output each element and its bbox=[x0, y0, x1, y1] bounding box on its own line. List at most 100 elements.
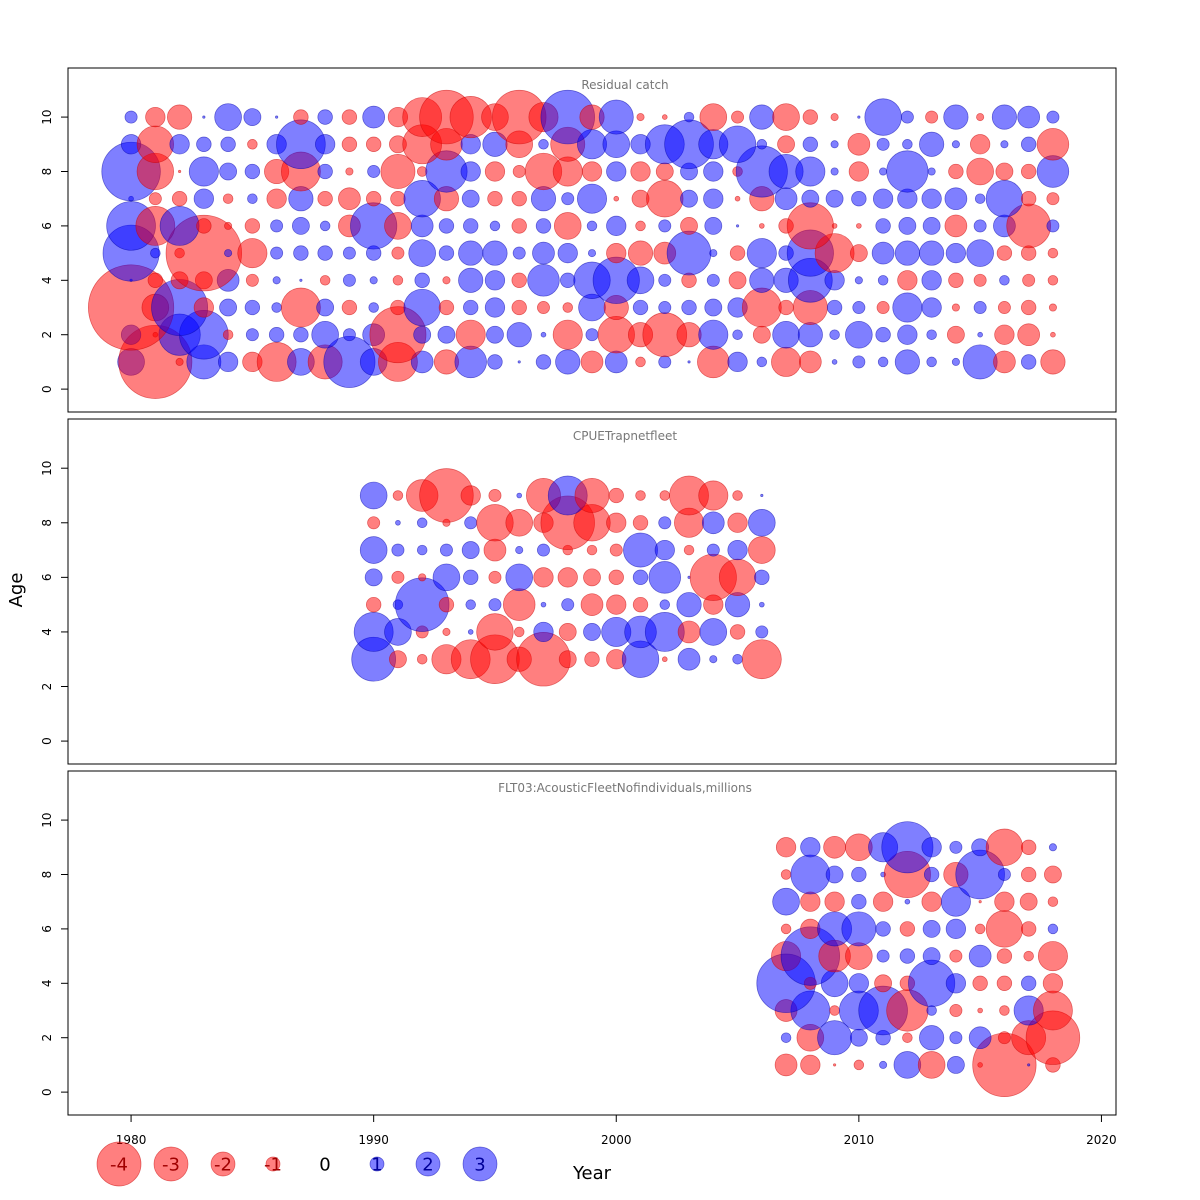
bubble-1993-age-7 bbox=[439, 543, 453, 557]
bubble-1989-age-10 bbox=[341, 109, 358, 125]
bubble-2006-age-9 bbox=[760, 493, 764, 498]
bubble-1989-age-2 bbox=[342, 328, 356, 342]
bubble-2016-age-6 bbox=[985, 910, 1024, 948]
bubble-1994-age-8 bbox=[464, 516, 478, 530]
bubble-2007-age-10 bbox=[772, 103, 800, 131]
bubble-2004-age-6 bbox=[704, 217, 723, 235]
bubble-1999-age-5 bbox=[580, 593, 604, 616]
bubble-2005-age-8 bbox=[727, 512, 748, 533]
bubble-2016-age-8 bbox=[997, 868, 1011, 881]
x-tick-label: 1990 bbox=[358, 1133, 389, 1147]
y-tick-label: 2 bbox=[40, 1034, 54, 1042]
bubble-2013-age-6 bbox=[922, 920, 941, 938]
bubble-1997-age-7 bbox=[537, 543, 550, 557]
bubble-2013-age-9 bbox=[919, 131, 945, 157]
bubble-2010-age-2 bbox=[849, 1028, 868, 1047]
bubble-2004-age-7 bbox=[706, 543, 720, 557]
bubble-2010-age-8 bbox=[851, 866, 867, 883]
bubble-1989-age-9 bbox=[341, 136, 358, 152]
bubble-1993-age-6 bbox=[438, 218, 455, 234]
bubble-1991-age-7 bbox=[391, 543, 405, 557]
bubble-1984-age-6 bbox=[224, 221, 233, 230]
bubble-1998-age-5 bbox=[557, 242, 578, 264]
y-tick-label: 2 bbox=[40, 331, 54, 339]
bubble-2007-age-2 bbox=[772, 320, 800, 349]
bubble-1998-age-2 bbox=[552, 319, 583, 350]
bubble-2017-age-8 bbox=[1020, 163, 1037, 180]
bubble-1994-age-6 bbox=[463, 569, 479, 586]
legend-entry: 3 bbox=[462, 1146, 498, 1182]
bubble-2004-age-2 bbox=[698, 319, 729, 350]
bubble-2015-age-3 bbox=[977, 1007, 983, 1014]
bubble-2018-age-1 bbox=[1040, 349, 1066, 375]
bubble-1998-age-4 bbox=[560, 272, 576, 288]
bubble-1990-age-10 bbox=[362, 105, 385, 129]
bubble-1989-age-7 bbox=[338, 187, 361, 211]
bubble-1990-age-9 bbox=[359, 481, 388, 510]
bubble-1994-age-4 bbox=[467, 629, 474, 635]
bubble-2012-age-5 bbox=[894, 240, 920, 266]
bubble-1991-age-6 bbox=[391, 570, 405, 584]
bubble-2007-age-7 bbox=[772, 887, 800, 916]
bubble-2004-age-4 bbox=[699, 618, 728, 646]
bubble-2005-age-2 bbox=[732, 329, 743, 340]
bubble-1990-age-8 bbox=[367, 165, 381, 178]
legend-entry: -1 bbox=[264, 1154, 282, 1175]
bubble-2015-age-8 bbox=[966, 157, 994, 186]
bubble-2002-age-6 bbox=[658, 219, 672, 233]
bubble-2016-age-1 bbox=[993, 350, 1016, 374]
bubble-2003-age-7 bbox=[680, 189, 698, 208]
bubble-2000-age-5 bbox=[606, 594, 627, 615]
y-tick-label: 4 bbox=[40, 979, 54, 987]
bubble-1984-age-3 bbox=[219, 298, 238, 317]
bubble-1985-age-9 bbox=[247, 139, 258, 150]
bubble-1984-age-1 bbox=[218, 351, 239, 373]
bubble-1991-age-5 bbox=[391, 246, 405, 260]
bubble-2007-age-1 bbox=[774, 1053, 798, 1077]
bubble-2002-age-3 bbox=[658, 301, 672, 314]
bubble-1981-age-7 bbox=[148, 192, 162, 206]
panel-title: FLT03:AcousticFleetNofindividuals,millio… bbox=[498, 781, 752, 795]
bubble-2012-age-3 bbox=[892, 292, 923, 323]
panel-3: FLT03:AcousticFleetNofindividuals,millio… bbox=[40, 770, 1117, 1116]
bubble-1999-age-6 bbox=[583, 568, 601, 587]
bubble-1988-age-3 bbox=[316, 298, 335, 317]
bubble-2011-age-4 bbox=[874, 974, 893, 993]
bubble-2011-age-9 bbox=[876, 137, 890, 151]
bubble-2008-age-9 bbox=[802, 136, 819, 152]
bubble-2010-age-10 bbox=[857, 115, 861, 119]
panel-title: Residual catch bbox=[581, 78, 668, 92]
bubble-1995-age-5 bbox=[488, 598, 502, 612]
bubble-2016-age-3 bbox=[997, 301, 1011, 314]
legend-bubble bbox=[462, 1146, 498, 1182]
legend-label: 3 bbox=[474, 1154, 485, 1175]
bubble-1985-age-6 bbox=[244, 218, 261, 234]
bubble-2015-age-6 bbox=[973, 219, 987, 233]
bubble-2009-age-8 bbox=[825, 865, 844, 884]
bubble-2016-age-5 bbox=[996, 245, 1013, 261]
bubble-2009-age-8 bbox=[830, 167, 839, 176]
bubble-2001-age-5 bbox=[632, 596, 649, 613]
bubble-1992-age-7 bbox=[416, 544, 428, 556]
bubble-2010-age-5 bbox=[849, 244, 868, 262]
bubble-1987-age-2 bbox=[293, 327, 309, 343]
bubble-2017-age-5 bbox=[1023, 950, 1034, 962]
bubble-1982-age-10 bbox=[167, 104, 193, 130]
bubble-2005-age-9 bbox=[732, 490, 743, 501]
bubble-1991-age-7 bbox=[390, 191, 406, 207]
bubble-2012-age-4 bbox=[897, 270, 918, 291]
bubble-2018-age-7 bbox=[1047, 896, 1059, 907]
bubble-2011-age-1 bbox=[877, 356, 889, 368]
bubble-1996-age-5 bbox=[503, 588, 536, 621]
bubble-1985-age-5 bbox=[237, 238, 268, 269]
bubble-2001-age-4 bbox=[626, 266, 655, 295]
bubble-2005-age-5 bbox=[729, 245, 746, 261]
bubble-2005-age-4 bbox=[728, 271, 747, 290]
bubble-2009-age-1 bbox=[833, 1063, 837, 1067]
bubble-2008-age-6 bbox=[786, 202, 834, 250]
bubble-2005-age-6 bbox=[735, 224, 740, 228]
bubble-2011-age-5 bbox=[876, 949, 890, 963]
bubble-2014-age-2 bbox=[946, 325, 965, 344]
legend-entry: 1 bbox=[369, 1154, 385, 1175]
bubble-1996-age-8 bbox=[505, 509, 533, 537]
